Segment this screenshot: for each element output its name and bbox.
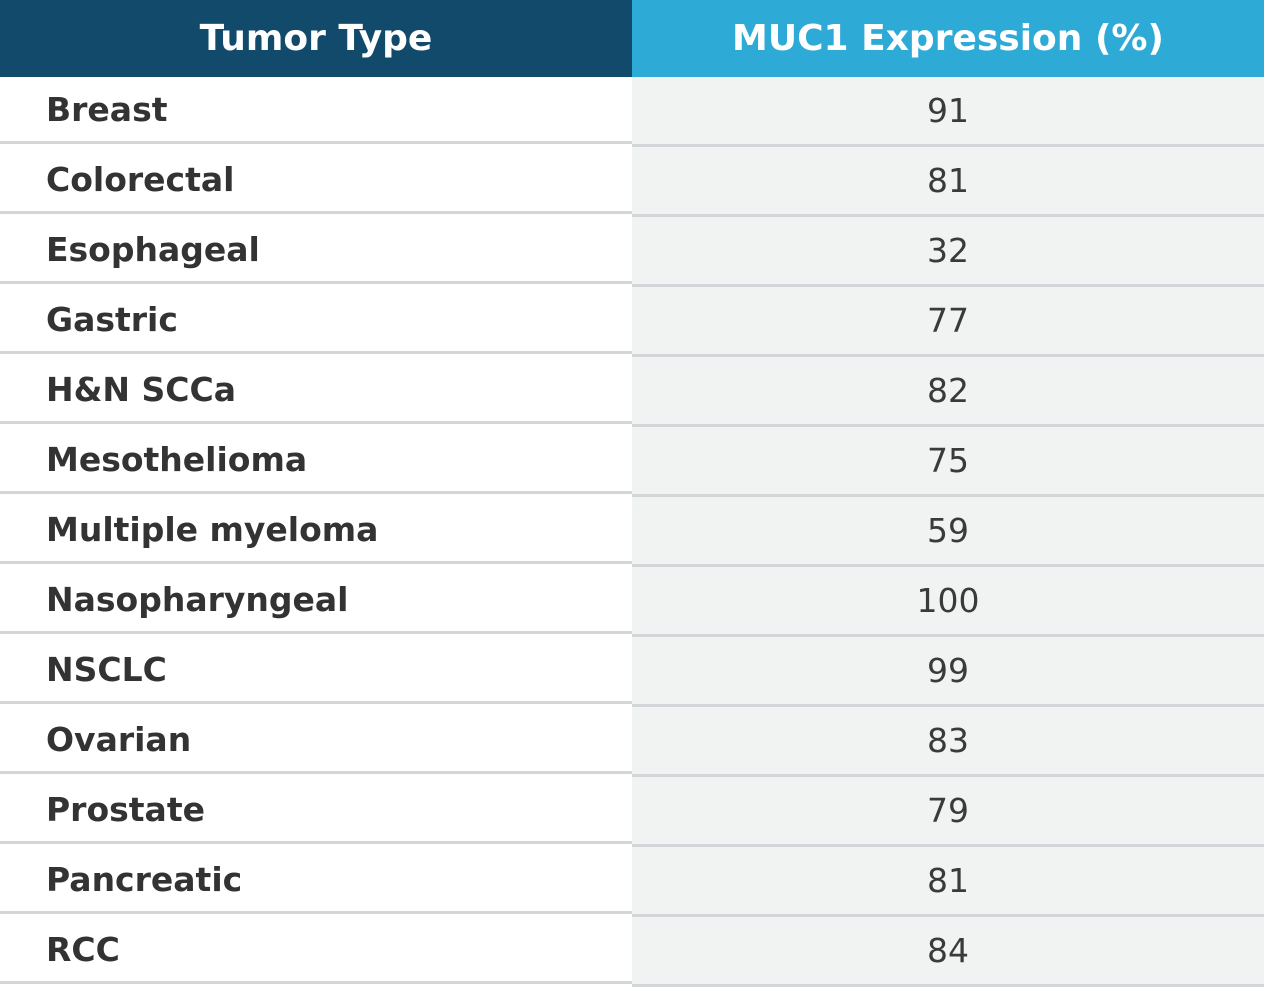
tumor-type-cell: NSCLC	[0, 637, 632, 704]
expression-cell: 83	[632, 707, 1264, 777]
expression-cell: 100	[632, 567, 1264, 637]
tumor-type-cell: Mesothelioma	[0, 427, 632, 494]
tumor-type-cell: Prostate	[0, 777, 632, 844]
tumor-type-cell: Esophageal	[0, 217, 632, 284]
tumor-type-cell: RCC	[0, 917, 632, 984]
header-cell: MUC1 Expression (%)	[632, 0, 1264, 77]
tumor-type-cell: Nasopharyngeal	[0, 567, 632, 634]
header-cell: Tumor Type	[0, 0, 632, 77]
expression-cell: 91	[632, 77, 1264, 147]
expression-cell: 99	[632, 637, 1264, 707]
tumor-type-cell: H&N SCCa	[0, 357, 632, 424]
expression-cell: 75	[632, 427, 1264, 497]
tumor-type-cell: Gastric	[0, 287, 632, 354]
expression-cell: 82	[632, 357, 1264, 427]
expression-cell: 81	[632, 847, 1264, 917]
tumor-type-cell: Multiple myeloma	[0, 497, 632, 564]
expression-cell: 77	[632, 287, 1264, 357]
tumor-type-cell: Pancreatic	[0, 847, 632, 914]
tumor-type-cell: Ovarian	[0, 707, 632, 774]
expression-cell: 79	[632, 777, 1264, 847]
tumor-type-cell: Colorectal	[0, 147, 632, 214]
expression-cell: 32	[632, 217, 1264, 287]
expression-cell: 81	[632, 147, 1264, 217]
expression-cell: 59	[632, 497, 1264, 567]
tumor-type-cell: Breast	[0, 77, 632, 144]
expression-cell: 84	[632, 917, 1264, 987]
